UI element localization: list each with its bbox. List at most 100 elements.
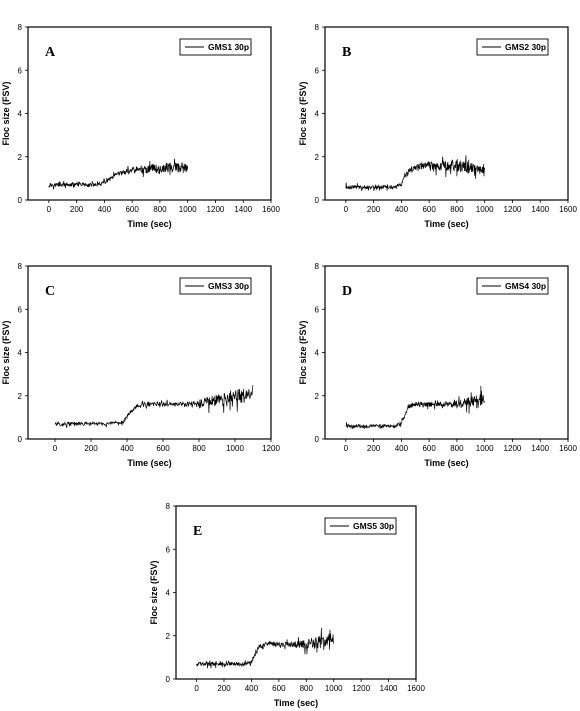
y-tick-label: 2: [18, 392, 23, 401]
x-tick-label: 1600: [559, 205, 577, 214]
chart-panel-a: 0 200 400 600 800 1000 1200 1400 1600 0 2 4 6 8 Time (…: [1, 23, 280, 229]
chart-panel-e: 0 200 400 600 800 1000 1200 1400 1600 0 2 4 6 8 Time (…: [149, 502, 425, 708]
x-tick-label: 1400: [380, 684, 398, 693]
x-tick-label: 400: [98, 205, 112, 214]
x-tick-label: 400: [120, 444, 134, 453]
y-tick-label: 8: [18, 262, 23, 271]
legend-label: GMS3 30p: [208, 281, 249, 291]
y-tick-label: 4: [18, 110, 23, 119]
chart-panel-c: 0 200 400 600 800 1000 1200 0 2 4 6 8 Time (sec) Floc…: [1, 262, 280, 468]
x-tick-label: 1200: [207, 205, 225, 214]
x-tick-label: 600: [422, 444, 436, 453]
x-axis-label: Time (sec): [127, 458, 171, 468]
x-tick-label: 1200: [504, 444, 522, 453]
y-tick-label: 6: [315, 66, 320, 75]
x-tick-label: 1200: [504, 205, 522, 214]
chart-panel-d: 0 200 400 600 800 1000 1200 1400 1600 0 2 4 6 8 Time (…: [298, 262, 577, 468]
x-tick-label: 200: [217, 684, 231, 693]
legend-label: GMS1 30p: [208, 42, 249, 52]
x-tick-label: 600: [125, 205, 139, 214]
x-tick-label: 1000: [476, 205, 494, 214]
x-tick-label: 200: [70, 205, 84, 214]
y-axis-label: Floc size (FSV): [298, 320, 308, 384]
x-tick-label: 0: [344, 205, 349, 214]
x-tick-label: 1000: [179, 205, 197, 214]
y-tick-label: 6: [18, 305, 23, 314]
x-tick-label: 800: [450, 205, 464, 214]
legend-box: [179, 277, 252, 295]
y-tick-label: 8: [166, 502, 171, 511]
y-tick-label: 2: [18, 153, 23, 162]
y-tick-label: 0: [315, 435, 320, 444]
y-tick-label: 4: [315, 349, 320, 358]
series-line: [345, 155, 486, 192]
y-tick-label: 2: [166, 632, 171, 641]
x-tick-label: 800: [300, 684, 314, 693]
x-tick-label: 1600: [407, 684, 425, 693]
x-tick-label: 0: [47, 205, 52, 214]
x-tick-label: 1400: [531, 444, 549, 453]
y-tick-label: 4: [166, 589, 171, 598]
y-axis-label: Floc size (FSV): [298, 81, 308, 145]
y-tick-label: 4: [18, 349, 23, 358]
panel-label: C: [45, 284, 55, 299]
x-tick-label: 600: [272, 684, 286, 693]
x-tick-label: 1000: [476, 444, 494, 453]
y-tick-label: 8: [315, 262, 320, 271]
x-tick-label: 600: [156, 444, 170, 453]
panel-label: A: [45, 45, 56, 60]
y-tick-label: 0: [18, 196, 23, 205]
x-tick-label: 200: [367, 444, 381, 453]
x-tick-label: 1400: [234, 205, 252, 214]
series-line: [345, 385, 485, 430]
y-tick-label: 6: [166, 545, 171, 554]
series-line: [54, 385, 254, 428]
legend: GMS1 30p: [179, 38, 252, 56]
x-axis-label: Time (sec): [127, 219, 171, 229]
x-tick-label: 1400: [531, 205, 549, 214]
legend-box: [476, 277, 549, 295]
x-tick-label: 1600: [559, 444, 577, 453]
x-tick-label: 600: [422, 205, 436, 214]
x-tick-label: 800: [450, 444, 464, 453]
panel-label: B: [342, 45, 351, 60]
y-tick-label: 0: [315, 196, 320, 205]
y-axis-label: Floc size (FSV): [149, 560, 159, 624]
y-axis-label: Floc size (FSV): [1, 320, 11, 384]
legend-label: GMS4 30p: [505, 281, 546, 291]
x-tick-label: 1000: [325, 684, 343, 693]
x-axis-label: Time (sec): [274, 698, 318, 708]
x-tick-label: 0: [194, 684, 199, 693]
series-line: [48, 158, 189, 190]
y-tick-label: 4: [315, 110, 320, 119]
y-tick-label: 0: [18, 435, 23, 444]
legend-label: GMS5 30p: [353, 521, 394, 531]
x-tick-label: 400: [395, 444, 409, 453]
y-axis-label: Floc size (FSV): [1, 81, 11, 145]
x-tick-label: 0: [344, 444, 349, 453]
legend: GMS3 30p: [179, 277, 252, 295]
x-tick-label: 1200: [352, 684, 370, 693]
y-tick-label: 8: [18, 23, 23, 32]
x-axis-label: Time (sec): [424, 219, 468, 229]
x-tick-label: 1600: [262, 205, 280, 214]
panel-label: E: [193, 524, 202, 539]
chart-panel-b: 0 200 400 600 800 1000 1200 1400 1600 0 2 4 6 8 Time (…: [298, 23, 577, 229]
x-tick-label: 200: [367, 205, 381, 214]
legend: GMS4 30p: [476, 277, 549, 295]
x-tick-label: 800: [192, 444, 206, 453]
legend-label: GMS2 30p: [505, 42, 546, 52]
y-tick-label: 8: [315, 23, 320, 32]
x-tick-label: 200: [84, 444, 98, 453]
y-tick-label: 0: [166, 675, 171, 684]
x-tick-label: 800: [153, 205, 167, 214]
x-tick-label: 400: [395, 205, 409, 214]
x-axis-label: Time (sec): [424, 458, 468, 468]
legend-box: [324, 517, 397, 535]
x-tick-label: 400: [245, 684, 259, 693]
legend: GMS2 30p: [476, 38, 549, 56]
y-tick-label: 2: [315, 153, 320, 162]
y-tick-label: 6: [18, 66, 23, 75]
x-tick-label: 1200: [262, 444, 280, 453]
